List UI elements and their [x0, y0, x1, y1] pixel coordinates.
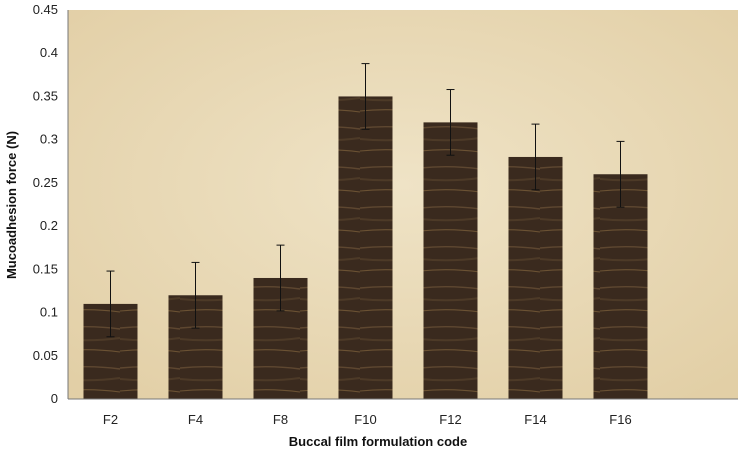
y-tick-label: 0.25 — [33, 175, 58, 190]
bar-f12 — [423, 122, 478, 399]
y-tick-label: 0.2 — [40, 218, 58, 233]
y-tick-label: 0 — [51, 391, 58, 406]
y-tick-label: 0.15 — [33, 261, 58, 276]
bar-f14 — [508, 156, 563, 399]
y-tick-labels: 0 0.05 0.1 0.15 0.2 0.25 0.3 0.35 0.4 0.45 — [33, 2, 58, 406]
x-tick-labels: F2 F4 F8 F10 F12 F14 F16 — [103, 412, 632, 427]
y-tick-label: 0.05 — [33, 348, 58, 363]
x-axis-title: Buccal film formulation code — [289, 434, 467, 449]
y-tick-label: 0.45 — [33, 2, 58, 17]
error-bars-group — [106, 63, 625, 338]
bars-group — [83, 96, 648, 399]
y-tick-label: 0.4 — [40, 45, 58, 60]
bar-f10 — [338, 96, 393, 399]
y-tick-label: 0.35 — [33, 88, 58, 103]
y-axis-title: Mucoadhesion force (N) — [4, 131, 19, 279]
x-tick-label: F8 — [273, 412, 288, 427]
y-tick-label: 0.3 — [40, 132, 58, 147]
x-tick-label: F16 — [609, 412, 631, 427]
bar-f16 — [593, 174, 648, 399]
x-tick-label: F4 — [188, 412, 203, 427]
x-tick-label: F2 — [103, 412, 118, 427]
x-tick-label: F14 — [524, 412, 546, 427]
y-tick-label: 0.1 — [40, 305, 58, 320]
x-tick-label: F10 — [354, 412, 376, 427]
x-tick-label: F12 — [439, 412, 461, 427]
